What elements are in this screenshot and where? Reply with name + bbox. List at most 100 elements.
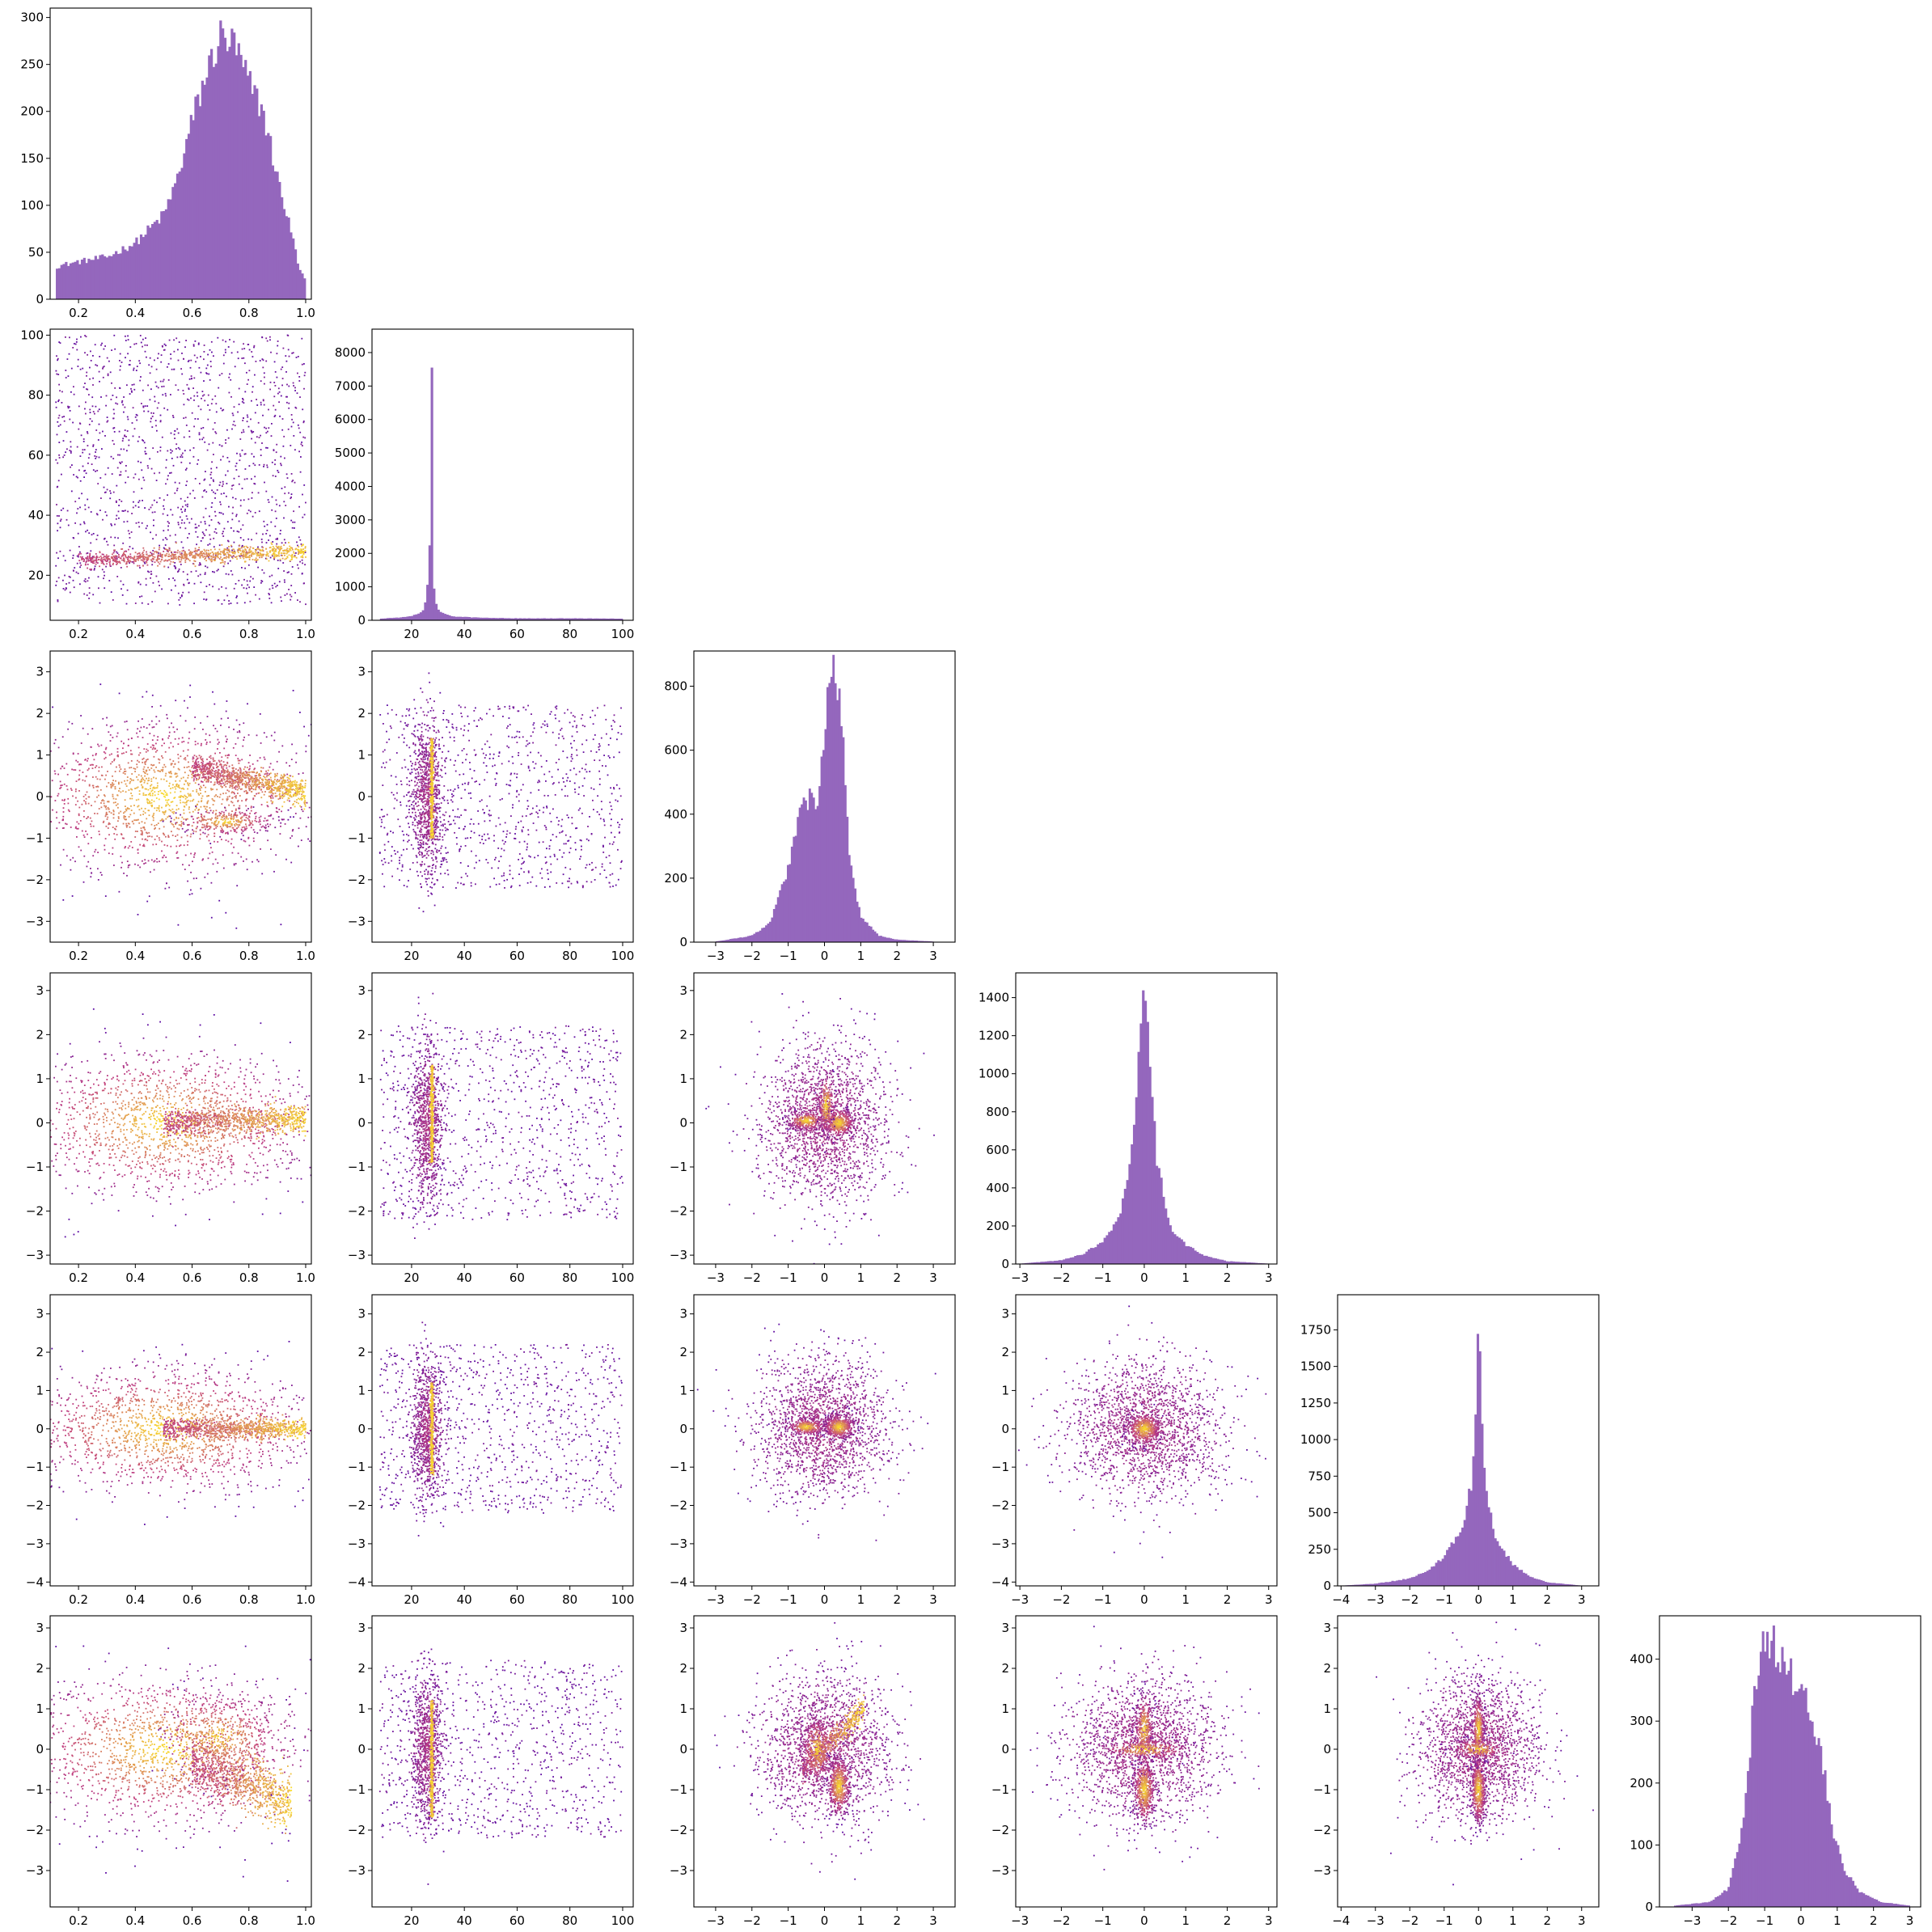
scatter-point — [116, 514, 118, 517]
scatter-point — [244, 771, 247, 772]
scatter-point — [36, 769, 37, 771]
scatter-point — [322, 768, 323, 770]
scatter-point — [205, 507, 207, 509]
scatter-point — [269, 339, 271, 341]
scatter-point — [290, 519, 293, 522]
scatter-point — [138, 793, 141, 795]
scatter-point — [182, 547, 184, 549]
scatter-point — [146, 799, 148, 801]
scatter-point — [256, 404, 259, 406]
scatter-point — [106, 818, 108, 820]
scatter-point — [130, 788, 132, 790]
scatter-point — [74, 827, 77, 829]
scatter-point — [163, 832, 164, 835]
scatter-point — [235, 808, 237, 810]
scatter-point — [129, 557, 132, 560]
scatter-point — [91, 560, 94, 562]
scatter-point — [273, 556, 276, 557]
scatter-point — [288, 385, 290, 387]
scatter-point — [213, 571, 215, 573]
scatter-point — [70, 788, 72, 790]
scatter-point — [137, 865, 139, 866]
scatter-point — [146, 356, 147, 358]
scatter-point — [186, 505, 188, 508]
scatter-point — [19, 764, 20, 766]
scatter-point — [171, 772, 172, 775]
scatter-point — [271, 801, 273, 804]
scatter-point — [234, 776, 236, 778]
scatter-point — [181, 555, 184, 557]
scatter-point — [273, 556, 275, 558]
scatter-point — [189, 835, 192, 838]
scatter-point — [247, 778, 250, 780]
scatter-point — [182, 591, 184, 594]
scatter-point — [239, 547, 241, 550]
scatter-point — [2, 767, 4, 769]
scatter-point — [276, 503, 278, 505]
scatter-point — [216, 788, 218, 791]
scatter-point — [319, 822, 320, 824]
scatter-point — [137, 786, 139, 788]
hist-bar — [614, 619, 617, 620]
scatter-point — [150, 784, 153, 786]
scatter-point — [200, 755, 202, 758]
scatter-point — [144, 829, 146, 831]
scatter-point — [95, 539, 98, 540]
scatter-point — [193, 582, 196, 585]
y-tick-label: 100 — [20, 328, 44, 342]
scatter-point — [172, 784, 174, 786]
scatter-point — [276, 353, 278, 355]
scatter-point — [245, 789, 247, 792]
scatter-point — [103, 751, 105, 753]
scatter-point — [135, 370, 137, 371]
scatter-point — [260, 782, 261, 784]
scatter-point — [86, 594, 88, 596]
scatter-point — [218, 548, 221, 551]
scatter-point — [192, 756, 194, 759]
scatter-point — [120, 567, 122, 569]
scatter-point — [150, 573, 152, 575]
scatter-point — [176, 775, 179, 777]
scatter-point — [79, 566, 81, 569]
scatter-point — [120, 588, 122, 590]
scatter-point — [222, 798, 224, 801]
scatter-point — [222, 766, 225, 768]
scatter-point — [113, 833, 116, 835]
scatter-point — [249, 600, 252, 602]
scatter-point — [138, 360, 141, 362]
scatter-point — [215, 532, 218, 534]
scatter-point — [235, 597, 238, 598]
y-tick-label: 8000 — [335, 345, 366, 360]
scatter-point — [226, 796, 229, 798]
scatter-point — [222, 768, 224, 770]
scatter-point — [134, 505, 137, 507]
scatter-point — [113, 431, 116, 433]
scatter-point — [309, 840, 311, 842]
scatter-point — [273, 549, 274, 551]
scatter-point — [300, 805, 302, 808]
scatter-point — [247, 762, 250, 763]
scatter-point — [142, 564, 144, 567]
scatter-point — [150, 506, 152, 509]
scatter-point — [171, 801, 174, 803]
scatter-point — [283, 435, 285, 438]
scatter-point — [286, 593, 288, 595]
scatter-point — [246, 414, 248, 416]
scatter-point — [222, 552, 225, 554]
scatter-point — [217, 780, 218, 782]
scatter-point — [277, 779, 279, 781]
scatter-point — [252, 356, 254, 357]
scatter-point — [34, 851, 36, 852]
scatter-point — [142, 785, 144, 788]
scatter-point — [8, 795, 10, 797]
scatter-point — [109, 740, 112, 742]
scatter-point — [243, 736, 245, 738]
scatter-point — [227, 840, 230, 843]
scatter-point — [201, 397, 202, 400]
scatter-point — [281, 794, 284, 797]
scatter-point — [177, 556, 180, 558]
scatter-point — [67, 809, 70, 811]
scatter-point — [258, 780, 260, 783]
scatter-point — [259, 556, 260, 559]
scatter-point — [218, 522, 221, 525]
